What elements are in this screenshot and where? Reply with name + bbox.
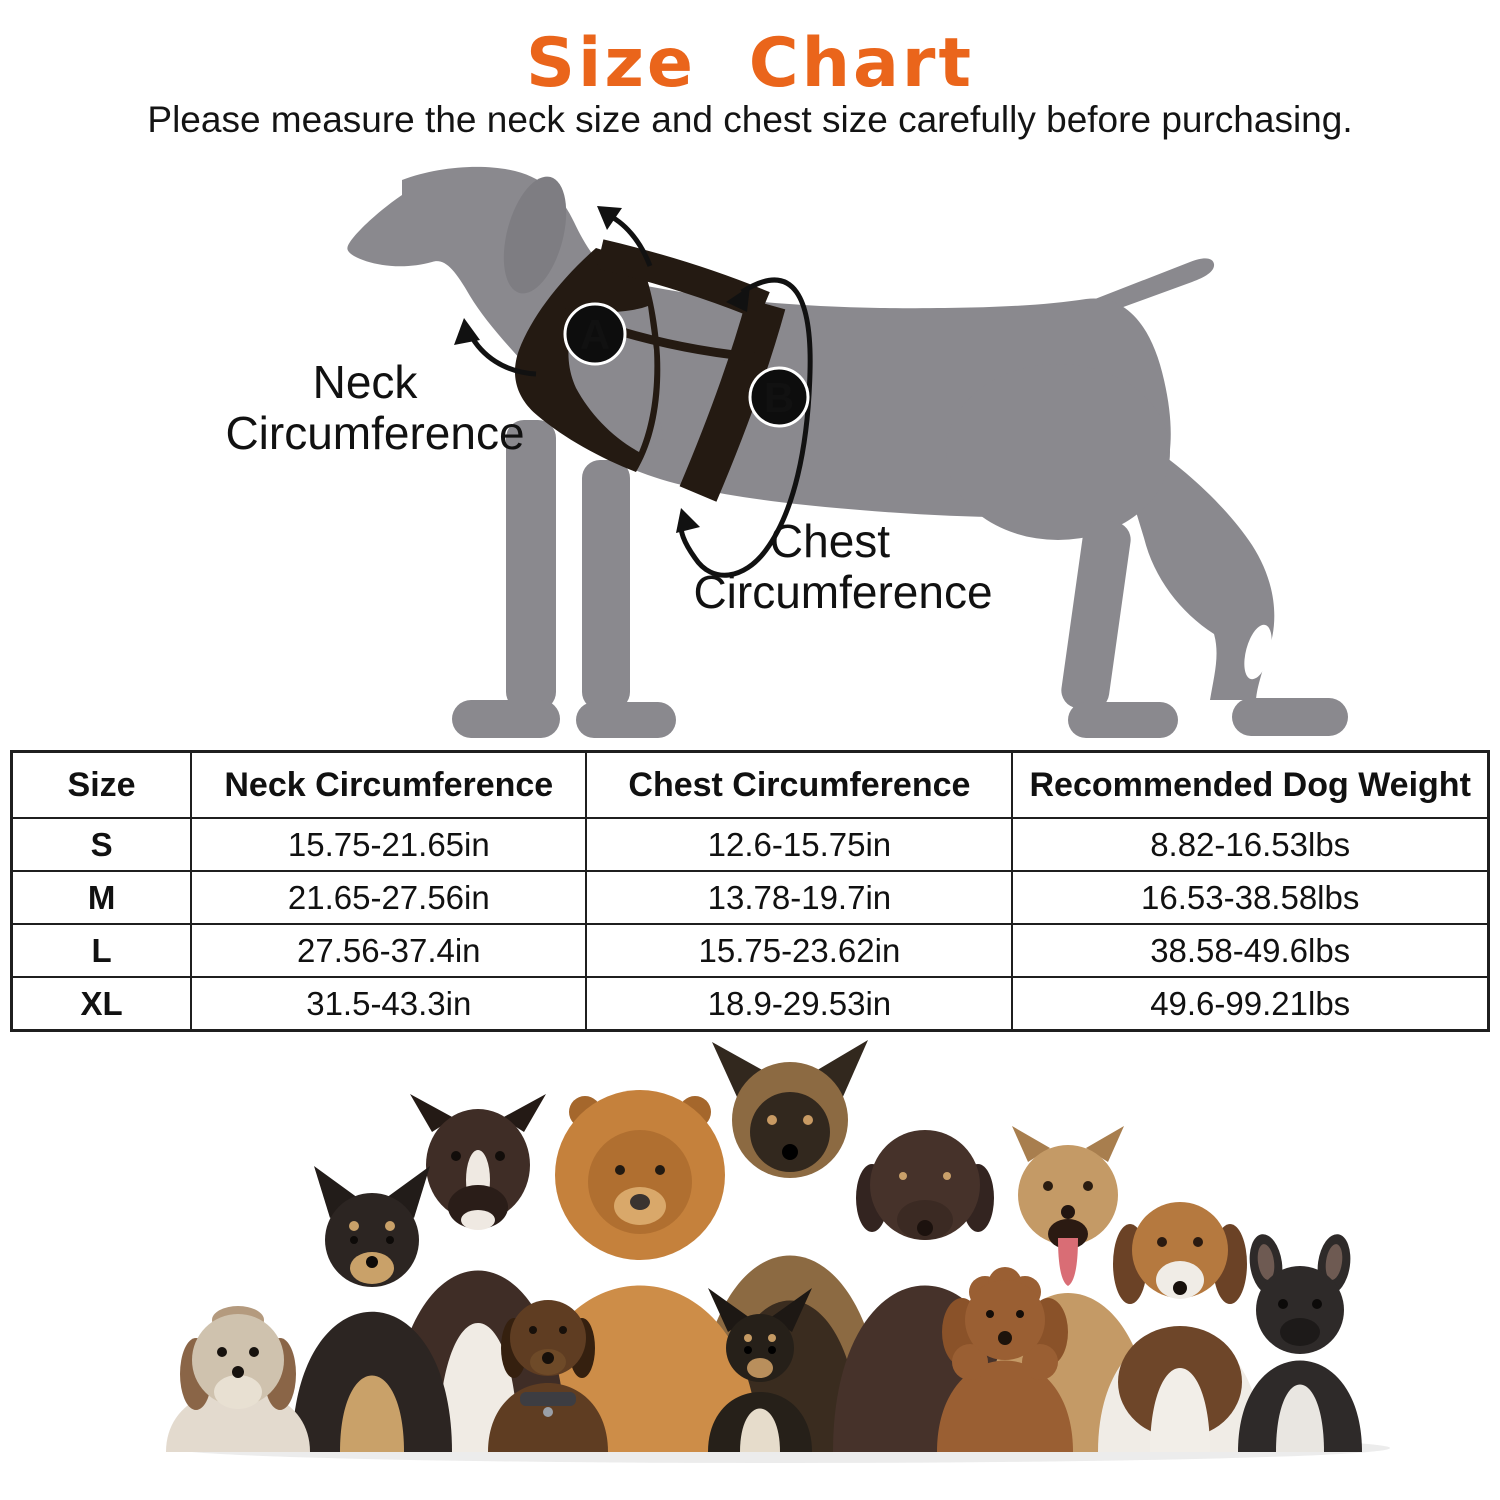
table-cell: 49.6-99.21lbs — [1011, 976, 1490, 1032]
harness-measurement-diagram: A B Neck Circumference Chest Circumferen… — [225, 166, 1348, 738]
table-cell: 38.58-49.6lbs — [1011, 923, 1490, 978]
table-cell: 16.53-38.58lbs — [1011, 870, 1490, 925]
table-row: L 27.56-37.4in 15.75-23.62in 38.58-49.6l… — [10, 923, 1490, 978]
chest-label-line1: Chest — [770, 515, 890, 567]
table-cell: S — [10, 817, 193, 872]
marker-b-label: B — [764, 374, 794, 421]
table-cell: L — [10, 923, 193, 978]
beagle-icon — [1098, 1202, 1262, 1452]
poodle-icon — [937, 1267, 1073, 1452]
table-header-row: Size Neck Circumference Chest Circumfere… — [10, 750, 1490, 819]
table-cell: XL — [10, 976, 193, 1032]
dog-ear-icon — [503, 176, 567, 294]
chest-label-line2: Circumference — [693, 566, 992, 618]
table-cell: 31.5-43.3in — [190, 976, 588, 1032]
table-header-weight: Recommended Dog Weight — [1011, 750, 1490, 819]
table-row: M 21.65-27.56in 13.78-19.7in 16.53-38.58… — [10, 870, 1490, 925]
dogs-group-photo — [166, 1040, 1390, 1463]
table-cell: 15.75-23.62in — [585, 923, 1014, 978]
table-cell: 8.82-16.53lbs — [1011, 817, 1490, 872]
table-header-size: Size — [10, 750, 193, 819]
dachshund-icon — [488, 1300, 608, 1452]
marker-b-badge: B — [748, 366, 810, 428]
table-cell: 12.6-15.75in — [585, 817, 1014, 872]
chihuahua-icon — [708, 1288, 812, 1452]
neck-label-line2: Circumference — [225, 407, 524, 459]
table-cell: 13.78-19.7in — [585, 870, 1014, 925]
table-cell: 18.9-29.53in — [585, 976, 1014, 1032]
page-title: Size Chart — [526, 24, 974, 103]
table-row: XL 31.5-43.3in 18.9-29.53in 49.6-99.21lb… — [10, 976, 1490, 1032]
page-subtitle: Please measure the neck size and chest s… — [147, 99, 1353, 140]
shiba-inu-icon — [292, 1166, 452, 1452]
table-cell: 27.56-37.4in — [190, 923, 588, 978]
marker-a-label: A — [580, 311, 610, 358]
size-table-header: Size Neck Circumference Chest Circumfere… — [10, 750, 1490, 819]
shih-tzu-icon — [166, 1306, 310, 1452]
arrowheads — [454, 206, 750, 533]
table-cell: M — [10, 870, 193, 925]
table-header-neck: Neck Circumference — [190, 750, 588, 819]
table-cell: 15.75-21.65in — [190, 817, 588, 872]
size-table: Size Neck Circumference Chest Circumfere… — [10, 750, 1490, 1032]
french-bulldog-icon — [1238, 1234, 1362, 1452]
neck-label-line1: Neck — [313, 356, 419, 408]
dog-silhouette-icon — [347, 166, 1348, 738]
table-cell: 21.65-27.56in — [190, 870, 588, 925]
table-row: S 15.75-21.65in 12.6-15.75in 8.82-16.53l… — [10, 817, 1490, 872]
table-header-chest: Chest Circumference — [585, 750, 1014, 819]
marker-a-badge: A — [563, 302, 627, 366]
